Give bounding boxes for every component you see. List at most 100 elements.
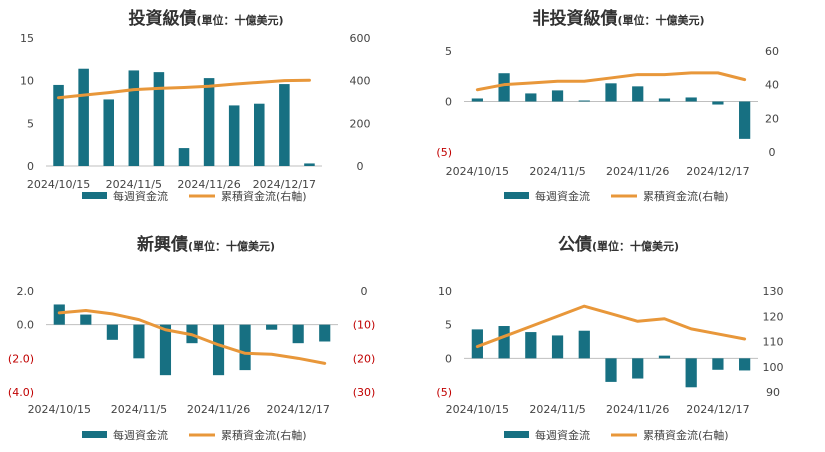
left-axis-tick-label: 0.0 xyxy=(17,319,35,332)
weekly-flow-bar xyxy=(212,324,225,376)
weekly-flow-bar xyxy=(103,99,114,166)
x-axis-tick-label: 2024/12/17 xyxy=(686,165,749,178)
right-axis-tick-label: 200 xyxy=(350,117,371,130)
right-axis-tick-label: (10) xyxy=(353,319,376,332)
weekly-flow-bar xyxy=(498,73,510,102)
weekly-flow-bar xyxy=(578,100,590,102)
right-axis-tick-label: 130 xyxy=(763,285,784,298)
weekly-flow-bar xyxy=(658,98,671,102)
x-axis-tick-label: 2024/11/26 xyxy=(606,165,669,178)
left-axis-tick-label: (4.0) xyxy=(8,386,34,399)
x-axis-tick-label: 2024/10/15 xyxy=(28,403,91,416)
chart-investment-grade: 投資級債(單位：十億美元) 0 5 10 15 0 200 400 600 2024/10/15 2… xyxy=(20,8,371,203)
left-axis-tick-label: 0 xyxy=(27,160,34,173)
weekly-flow-bar xyxy=(739,101,751,139)
legend: 每週資金流 累積資金流(右軸) xyxy=(504,189,729,203)
weekly-flow-bar xyxy=(525,332,537,359)
cumulative-flow-line xyxy=(57,309,327,365)
legend: 每週資金流 累積資金流(右軸) xyxy=(82,189,307,203)
weekly-flow-bar xyxy=(203,78,215,166)
x-axis-tick-label: 2024/11/26 xyxy=(187,403,250,416)
chart-emerging-market: 新興債(單位：十億美元) (4.0) (2.0) 0.0 2.0 (30) (20) (10)… xyxy=(8,234,376,442)
weekly-flow-bar xyxy=(658,355,671,359)
chart-title: 公債(單位：十億美元) xyxy=(558,234,679,255)
legend-line-label: 累積資金流(右軸) xyxy=(643,189,729,203)
legend-bar-label: 每週資金流 xyxy=(535,428,590,442)
chart-unit-text: (單位：十億美元) xyxy=(617,13,704,27)
chart-title-text: 公債 xyxy=(558,234,592,255)
legend-bar-swatch xyxy=(504,431,529,438)
weekly-flow-bar xyxy=(292,324,304,344)
weekly-flow-bar xyxy=(228,105,240,166)
weekly-flow-bar xyxy=(279,84,290,166)
chart-municipal: 公債(單位：十億美元) (5) 0 5 10 90 100 110 120 130 2024/10/… xyxy=(436,234,784,442)
x-axis-tick-label: 2024/11/26 xyxy=(177,178,240,191)
weekly-flow-bar xyxy=(685,358,697,388)
chart-title-text: 非投資級債 xyxy=(532,8,617,29)
weekly-flow-bar xyxy=(178,148,190,166)
x-axis-tick-label: 2024/11/5 xyxy=(529,403,585,416)
x-axis-tick-label: 2024/11/5 xyxy=(111,403,167,416)
weekly-flow-bar xyxy=(133,324,145,359)
chart-title: 非投資級債(單位：十億美元) xyxy=(532,8,704,29)
left-axis-tick-label: 0 xyxy=(445,96,452,109)
x-axis-tick-label: 2024/11/5 xyxy=(529,165,585,178)
weekly-flow-bar xyxy=(605,358,617,382)
weekly-flow-bar xyxy=(80,314,92,325)
x-axis-tick-label: 2024/12/17 xyxy=(266,403,329,416)
x-axis-tick-label: 2024/10/15 xyxy=(446,165,509,178)
chart-title: 投資級債(單位：十億美元) xyxy=(128,8,283,29)
legend-line-label: 累積資金流(右軸) xyxy=(221,428,307,442)
legend-bar-label: 每週資金流 xyxy=(113,428,168,442)
left-axis-tick-label: 10 xyxy=(20,75,34,88)
x-axis-tick-label: 2024/10/15 xyxy=(446,403,509,416)
chart-title-text: 投資級債 xyxy=(128,8,196,29)
weekly-flow-bar xyxy=(254,103,265,166)
weekly-flow-bar xyxy=(739,358,751,371)
weekly-flow-bar xyxy=(106,324,118,340)
weekly-flow-bar xyxy=(605,83,617,102)
right-axis-tick-label: 0 xyxy=(357,160,364,173)
left-axis-tick-label: 10 xyxy=(438,285,452,298)
right-axis-tick-label: 600 xyxy=(350,32,371,45)
right-axis-tick-label: 0 xyxy=(769,146,776,159)
legend-bar-label: 每週資金流 xyxy=(113,189,168,203)
right-axis-tick-label: 40 xyxy=(765,79,779,92)
weekly-flow-bar xyxy=(53,84,64,166)
cumulative-flow-line xyxy=(57,78,311,100)
weekly-flow-bar xyxy=(159,324,172,376)
weekly-flow-bar xyxy=(319,324,331,342)
right-axis-tick-label: 110 xyxy=(763,336,784,349)
right-axis-tick-label: 60 xyxy=(765,45,779,58)
weekly-flow-bar xyxy=(551,335,564,359)
weekly-flow-bar xyxy=(498,326,510,359)
right-axis-tick-label: 90 xyxy=(766,386,780,399)
weekly-flow-bar xyxy=(53,304,65,325)
weekly-flow-bar xyxy=(578,330,590,359)
legend-bar-swatch xyxy=(82,431,107,438)
chart-unit-text: (單位：十億美元) xyxy=(592,239,679,253)
weekly-flow-bar xyxy=(632,358,644,379)
legend: 每週資金流 累積資金流(右軸) xyxy=(504,428,729,442)
legend-bar-swatch xyxy=(82,192,107,199)
legend-line-label: 累積資金流(右軸) xyxy=(643,428,729,442)
left-axis-tick-label: 5 xyxy=(445,319,452,332)
right-axis-tick-label: 120 xyxy=(763,310,784,323)
weekly-flow-bar xyxy=(471,98,483,102)
chart-high-yield: 非投資級債(單位：十億美元) (5) 0 5 0 20 40 60 2024/10/15 2024… xyxy=(436,8,779,203)
weekly-flow-bar xyxy=(304,163,315,166)
left-axis-tick-label: (5) xyxy=(436,386,452,399)
left-axis-tick-label: 5 xyxy=(27,117,34,130)
x-axis-tick-label: 2024/12/17 xyxy=(686,403,749,416)
weekly-flow-bar xyxy=(128,70,140,166)
weekly-flow-bar xyxy=(266,324,278,330)
x-axis-tick-label: 2024/11/26 xyxy=(606,403,669,416)
chart-title: 新興債(單位：十億美元) xyxy=(137,234,275,255)
legend-bar-swatch xyxy=(504,192,529,199)
weekly-flow-bar xyxy=(78,68,89,166)
weekly-flow-bar xyxy=(239,324,251,371)
cumulative-flow-line xyxy=(475,71,747,92)
weekly-flow-bar xyxy=(525,93,537,102)
legend: 每週資金流 累積資金流(右軸) xyxy=(82,428,307,442)
cumulative-flow-line xyxy=(475,304,747,349)
